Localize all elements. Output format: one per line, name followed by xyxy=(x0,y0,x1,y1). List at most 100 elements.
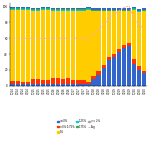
Bar xyxy=(117,8,121,10)
Line: Avg: Avg xyxy=(13,6,144,38)
Bar xyxy=(132,8,136,9)
Bar xyxy=(36,10,40,11)
Bar xyxy=(16,7,20,8)
Bar xyxy=(56,10,60,11)
Bar xyxy=(56,78,60,84)
Bar xyxy=(92,11,96,76)
Bar xyxy=(127,11,131,43)
Bar xyxy=(92,79,96,86)
Bar xyxy=(96,8,101,10)
Bar xyxy=(137,9,141,11)
Avg xyxy=(108,18,110,19)
Bar xyxy=(46,7,50,8)
Bar xyxy=(127,8,131,10)
Bar xyxy=(92,10,96,11)
Bar xyxy=(122,8,126,10)
Bar xyxy=(107,60,111,86)
Bar xyxy=(86,82,91,84)
Bar xyxy=(122,45,126,48)
Bar xyxy=(41,9,45,10)
Bar xyxy=(96,10,101,11)
Bar xyxy=(86,7,91,8)
Bar xyxy=(61,10,65,11)
Avg xyxy=(82,37,84,39)
Bar xyxy=(66,10,70,11)
Bar xyxy=(117,52,121,86)
Bar xyxy=(21,10,25,82)
Bar xyxy=(21,9,25,10)
Avg xyxy=(52,37,54,39)
Bar xyxy=(137,70,141,86)
Bar xyxy=(142,11,146,71)
Bar xyxy=(112,10,116,11)
Bar xyxy=(122,10,126,11)
Bar xyxy=(51,9,55,10)
Bar xyxy=(56,11,60,78)
Avg xyxy=(27,37,29,39)
Avg xyxy=(42,37,44,39)
Bar xyxy=(92,76,96,79)
Bar xyxy=(11,9,15,10)
Bar xyxy=(112,8,116,10)
Bar xyxy=(102,10,106,11)
Avg xyxy=(67,37,69,39)
Bar xyxy=(102,8,106,10)
Bar xyxy=(122,48,126,86)
Avg xyxy=(32,37,34,39)
Bar xyxy=(112,57,116,86)
Bar xyxy=(86,8,91,9)
Bar xyxy=(71,9,75,10)
Bar xyxy=(46,80,50,84)
Bar xyxy=(142,71,146,73)
Bar xyxy=(117,10,121,11)
Bar xyxy=(96,11,101,71)
Bar xyxy=(71,80,75,84)
Bar xyxy=(46,84,50,86)
Avg xyxy=(78,37,79,39)
Bar xyxy=(61,9,65,10)
Bar xyxy=(21,84,25,86)
Bar xyxy=(31,11,35,79)
Bar xyxy=(102,11,106,65)
Bar xyxy=(51,78,55,84)
Bar xyxy=(102,68,106,86)
Bar xyxy=(76,84,81,86)
Bar xyxy=(36,9,40,10)
Avg xyxy=(118,10,120,12)
Bar xyxy=(86,9,91,10)
Bar xyxy=(36,8,40,9)
Bar xyxy=(96,75,101,86)
Bar xyxy=(31,8,35,9)
Bar xyxy=(71,84,75,86)
Avg xyxy=(98,29,100,31)
Bar xyxy=(11,7,15,8)
Bar xyxy=(16,10,20,81)
Bar xyxy=(137,11,141,12)
Bar xyxy=(41,7,45,8)
Bar xyxy=(86,84,91,86)
Bar xyxy=(26,7,30,8)
Bar xyxy=(142,73,146,86)
Bar xyxy=(41,8,45,9)
Avg xyxy=(93,34,94,35)
Avg xyxy=(133,18,135,19)
Avg xyxy=(62,37,64,39)
Bar xyxy=(137,66,141,70)
Bar xyxy=(142,8,146,10)
Bar xyxy=(31,79,35,84)
Bar xyxy=(11,84,15,86)
Bar xyxy=(81,9,86,10)
Bar xyxy=(66,78,70,84)
Bar xyxy=(26,84,30,86)
Bar xyxy=(26,9,30,10)
Bar xyxy=(142,10,146,11)
Bar xyxy=(107,57,111,60)
Legend: <=0%, >0% 0.75%, 1%, 1.25%, 1.75%, >= 2%, Avg: <=0%, >0% 0.75%, 1%, 1.25%, 1.75%, >= 2%… xyxy=(56,118,101,135)
Bar xyxy=(127,46,131,86)
Bar xyxy=(117,11,121,49)
Bar xyxy=(66,84,70,86)
Avg xyxy=(128,5,130,7)
Bar xyxy=(41,84,45,86)
Bar xyxy=(132,9,136,10)
Bar xyxy=(26,8,30,9)
